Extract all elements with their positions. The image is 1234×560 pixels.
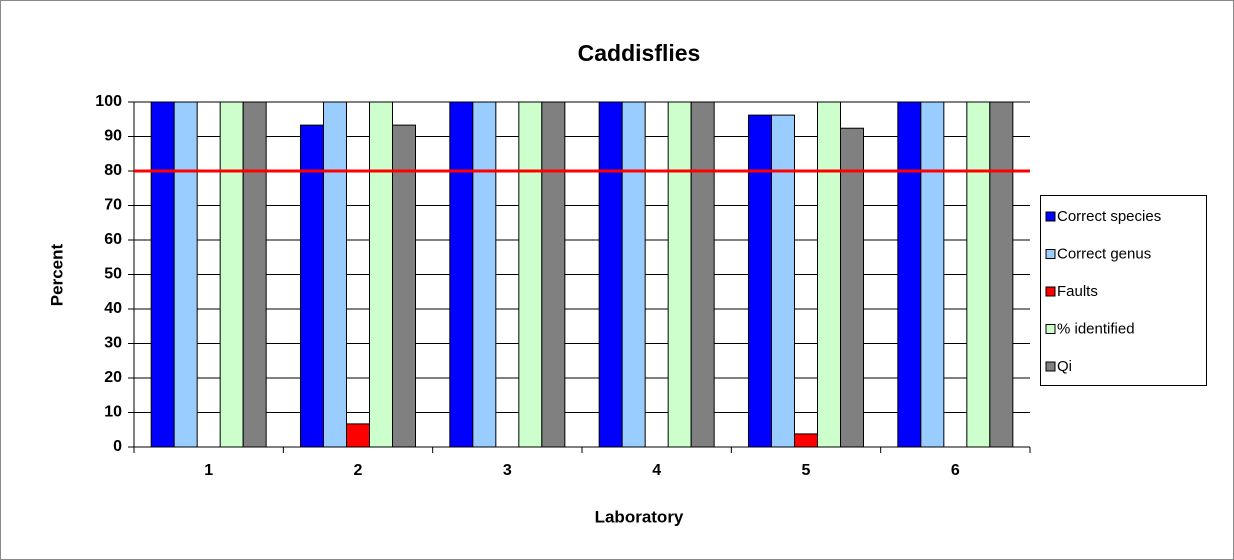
y-tick-label: 30	[104, 335, 122, 352]
legend-swatch	[1045, 324, 1056, 334]
x-axis-label: Laboratory	[595, 507, 684, 526]
chart-title: Caddisflies	[578, 40, 701, 66]
x-tick-label: 4	[652, 462, 661, 479]
y-tick-label: 50	[104, 266, 122, 283]
y-tick-label: 90	[104, 128, 122, 145]
y-tick-label: 100	[95, 93, 122, 110]
legend-label: Faults	[1057, 283, 1098, 300]
bar	[794, 433, 818, 448]
legend-box	[1040, 195, 1207, 386]
legend-swatch	[1045, 249, 1056, 259]
bar	[817, 101, 841, 448]
x-tick-label: 1	[204, 462, 213, 479]
bar	[346, 423, 370, 448]
bar	[920, 101, 945, 448]
bar	[300, 124, 324, 448]
bar	[748, 114, 772, 448]
y-axis-label: Percent	[47, 243, 66, 306]
y-tick-label: 20	[104, 369, 122, 386]
bar	[369, 101, 393, 448]
bar	[392, 124, 416, 448]
y-tick-label: 60	[104, 231, 122, 248]
legend-label: % identified	[1057, 320, 1135, 337]
bar	[690, 101, 715, 448]
legend-label: Qi	[1057, 358, 1072, 375]
bar	[897, 101, 922, 448]
x-tick-label: 6	[951, 462, 960, 479]
bar	[173, 101, 198, 448]
bar	[966, 101, 991, 448]
bar	[667, 101, 692, 448]
bar	[989, 101, 1014, 448]
bar	[771, 114, 795, 448]
y-tick-label: 70	[104, 197, 122, 214]
y-tick-label: 0	[113, 438, 122, 455]
legend-label: Correct genus	[1057, 245, 1151, 262]
legend-swatch	[1045, 211, 1056, 222]
bar	[150, 101, 175, 448]
bar	[323, 101, 347, 448]
x-tick-label: 2	[354, 462, 363, 479]
legend-label: Correct species	[1057, 208, 1161, 225]
x-tick-label: 3	[503, 462, 512, 479]
legend-swatch	[1045, 286, 1056, 297]
y-tick-label: 80	[104, 162, 122, 179]
y-tick-label: 40	[104, 300, 122, 317]
bar	[541, 101, 566, 448]
bar	[598, 101, 623, 448]
y-tick-label: 10	[104, 404, 122, 421]
bar	[840, 127, 864, 448]
bar	[472, 101, 497, 448]
legend-swatch	[1045, 361, 1056, 372]
x-tick-label: 5	[802, 462, 811, 479]
bar	[621, 101, 646, 448]
bar	[219, 101, 244, 448]
bar	[242, 101, 267, 448]
bar	[449, 101, 474, 448]
bar	[518, 101, 543, 448]
